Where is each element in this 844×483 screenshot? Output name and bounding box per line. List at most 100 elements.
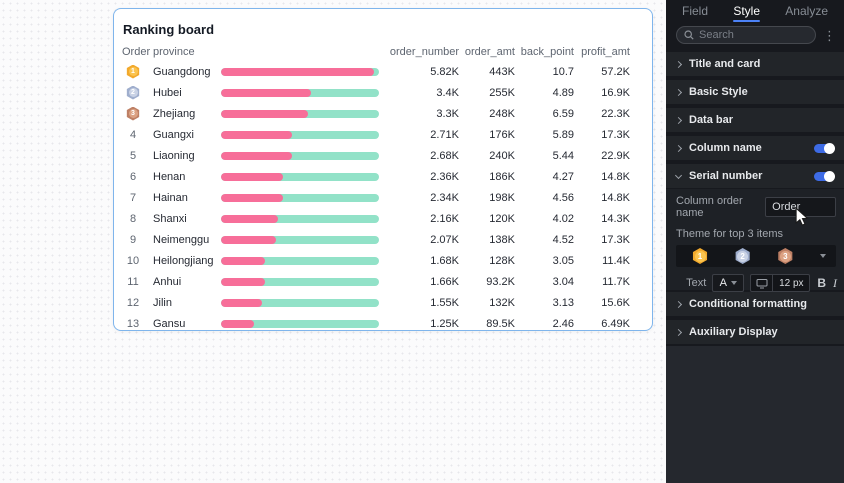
rank-medal-number: 3 xyxy=(779,250,791,262)
table-row: 7 Hainan 2.34K 198K 4.56 14.8K xyxy=(122,187,644,208)
section-data-bar[interactable]: Data bar xyxy=(666,108,844,132)
col-header-back-point: back_point xyxy=(520,46,574,58)
table-row: 9 Neimenggu 2.07K 138K 4.52 17.3K xyxy=(122,229,644,250)
back-point-cell: 2.46 xyxy=(552,317,574,330)
profit-amt-cell: 11.7K xyxy=(602,275,630,288)
rank-number: 10 xyxy=(126,254,140,267)
tab-field[interactable]: Field xyxy=(682,0,708,22)
data-bar-fill xyxy=(221,130,293,139)
order-amt-cell: 248K xyxy=(489,107,515,120)
order-number-cell: 2.34K xyxy=(430,191,459,204)
order-number-cell: 3.3K xyxy=(436,107,459,120)
rank-cell: 4 xyxy=(122,129,153,141)
section-serial-number[interactable]: Serial number xyxy=(666,164,844,188)
section-auxiliary-display[interactable]: Auxiliary Display xyxy=(666,320,844,344)
order-amt-cell: 128K xyxy=(489,254,515,267)
section-title-and-card[interactable]: Title and card xyxy=(666,52,844,76)
rank-number: 6 xyxy=(129,170,137,183)
rank-medal-number: 2 xyxy=(128,88,138,97)
order-amt-cell: 120K xyxy=(489,212,515,225)
data-bar-cell xyxy=(221,193,379,202)
rank-cell: 7 xyxy=(122,192,153,204)
bold-button[interactable]: B xyxy=(817,276,826,290)
rank-medal-gold: 1 xyxy=(126,64,140,79)
dashboard-canvas: Ranking board Order province order_numbe… xyxy=(0,0,666,483)
table-row: 1 Guangdong 5.82K 443K 10.7 57.2K xyxy=(122,61,644,82)
rank-medal-number: 1 xyxy=(694,250,706,262)
rank-medal-silver: 2 xyxy=(735,248,750,264)
rank-number: 4 xyxy=(129,128,137,141)
data-bar-track xyxy=(221,109,379,118)
section-column-name[interactable]: Column name xyxy=(666,136,844,160)
ranking-board-card[interactable]: Ranking board Order province order_numbe… xyxy=(113,8,653,331)
back-point-cell: 3.04 xyxy=(552,275,574,288)
data-bar-track xyxy=(221,298,379,307)
data-bar-fill xyxy=(221,235,277,244)
order-amt-cell: 93.2K xyxy=(486,275,515,288)
top3-theme-select[interactable]: 1 2 3 xyxy=(676,245,836,267)
data-bar-cell xyxy=(221,277,379,286)
sections-top: Title and card Basic Style Data bar Column … xyxy=(666,52,844,192)
province-cell: Hubei xyxy=(153,86,182,99)
profit-amt-cell: 22.9K xyxy=(601,149,630,162)
order-number-cell: 2.36K xyxy=(430,170,459,183)
section-basic-style[interactable]: Basic Style xyxy=(666,80,844,104)
back-point-cell: 4.89 xyxy=(552,86,574,99)
col-header-order-number: order_number xyxy=(389,46,459,58)
rank-cell: 11 xyxy=(122,276,153,288)
chevron-right-icon xyxy=(674,88,683,96)
back-point-cell: 5.89 xyxy=(552,128,574,141)
data-bar-track xyxy=(221,235,379,244)
toggle-column-name[interactable] xyxy=(814,142,835,154)
font-color-dropdown[interactable]: A xyxy=(712,274,745,292)
data-bar-fill xyxy=(221,172,283,181)
profit-amt-cell: 16.9K xyxy=(601,86,630,99)
order-amt-cell: 443K xyxy=(489,65,515,78)
more-options-icon[interactable]: ⋮ xyxy=(823,27,836,43)
chevron-right-icon xyxy=(674,300,683,308)
back-point-cell: 3.05 xyxy=(552,254,574,267)
province-cell: Henan xyxy=(153,170,186,183)
data-bar-cell xyxy=(221,319,379,328)
style-sidebar: Field Style Analyze Search ⋮ Title and car… xyxy=(666,0,844,483)
table-body: 1 Guangdong 5.82K 443K 10.7 57.2K 2 Hubei 3.4K 25… xyxy=(122,61,644,330)
back-point-cell: 4.27 xyxy=(552,170,574,183)
order-number-cell: 2.07K xyxy=(430,233,459,246)
col-header-province: province xyxy=(153,46,195,58)
search-input[interactable]: Search xyxy=(676,26,816,44)
data-bar-fill xyxy=(221,151,293,160)
toggle-serial-number[interactable] xyxy=(814,170,835,182)
profit-amt-cell: 15.6K xyxy=(601,296,630,309)
data-bar-cell xyxy=(221,88,379,97)
section-label: Column name xyxy=(689,142,762,154)
tab-style[interactable]: Style xyxy=(733,0,760,22)
rank-number: 9 xyxy=(129,233,137,246)
section-conditional-formatting[interactable]: Conditional formatting xyxy=(666,292,844,316)
rank-medal-number: 1 xyxy=(128,67,138,76)
monitor-icon xyxy=(756,278,768,288)
order-number-cell: 1.25K xyxy=(430,317,459,330)
tab-label: Style xyxy=(733,4,760,18)
data-bar-fill xyxy=(221,67,375,76)
data-bar-fill xyxy=(221,193,283,202)
data-bar-track xyxy=(221,172,379,181)
table-row: 8 Shanxi 2.16K 120K 4.02 14.3K xyxy=(122,208,644,229)
font-size-value[interactable]: 12 px xyxy=(779,277,804,289)
order-amt-cell: 186K xyxy=(489,170,515,183)
order-number-cell: 2.16K xyxy=(430,212,459,225)
display-device-button[interactable] xyxy=(751,275,774,291)
back-point-cell: 4.02 xyxy=(552,212,574,225)
back-point-cell: 5.44 xyxy=(552,149,574,162)
tab-analyze[interactable]: Analyze xyxy=(785,0,828,22)
italic-button[interactable]: I xyxy=(833,275,837,290)
data-bar-fill xyxy=(221,277,266,286)
rank-medal-number: 2 xyxy=(737,250,749,262)
search-placeholder: Search xyxy=(699,29,734,41)
font-color-letter: A xyxy=(719,277,727,289)
table-row: 5 Liaoning 2.68K 240K 5.44 22.9K xyxy=(122,145,644,166)
data-bar-track xyxy=(221,67,379,76)
rank-number: 7 xyxy=(129,191,137,204)
order-amt-cell: 255K xyxy=(489,86,515,99)
rank-cell: 12 xyxy=(122,297,153,309)
rank-cell: 10 xyxy=(122,255,153,267)
